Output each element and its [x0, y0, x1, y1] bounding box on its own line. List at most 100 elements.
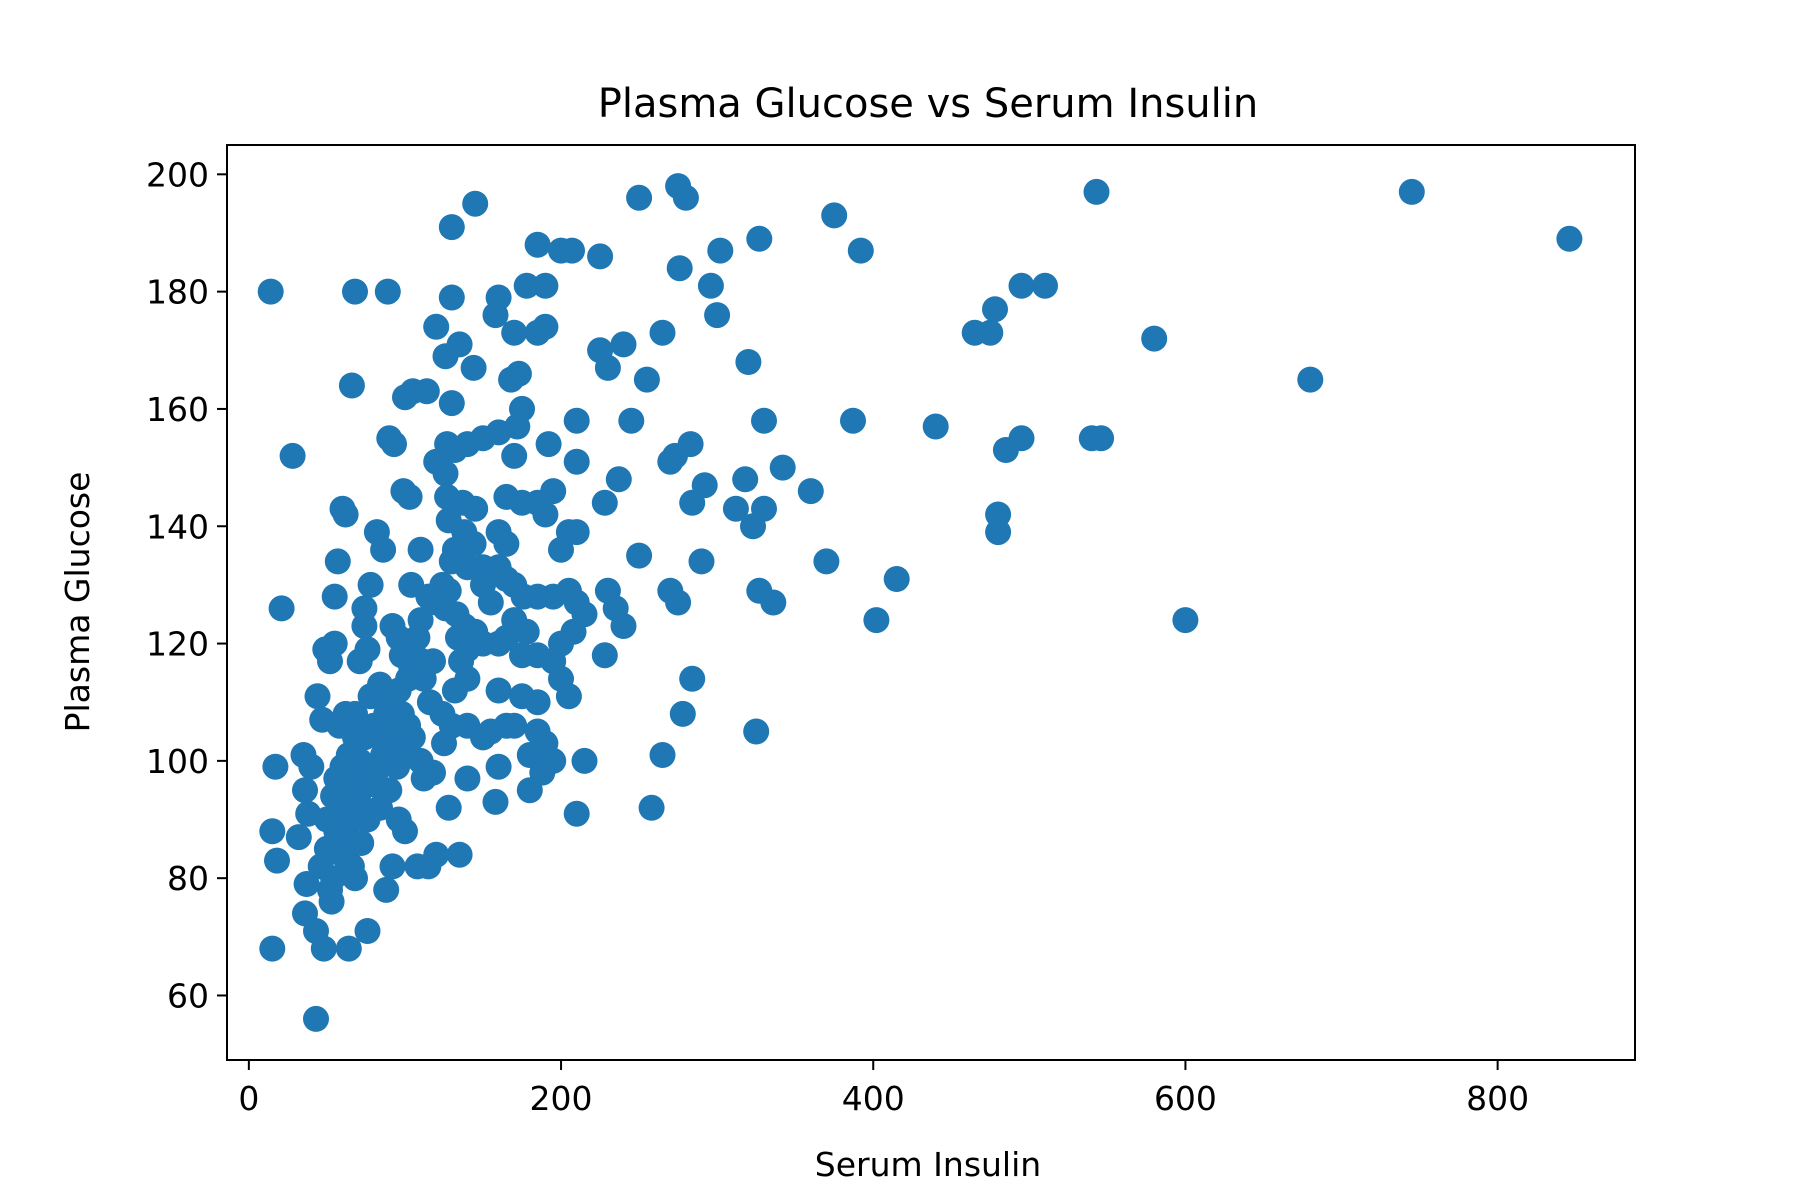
data-point — [977, 319, 1004, 346]
data-point — [462, 618, 489, 645]
data-point — [259, 818, 286, 845]
y-tick-label: 160 — [146, 390, 209, 429]
data-point — [482, 788, 509, 815]
data-point — [470, 571, 496, 598]
data-point — [354, 918, 381, 944]
data-point — [516, 777, 543, 804]
data-point — [847, 237, 874, 264]
data-points — [257, 173, 1583, 1032]
data-point — [513, 272, 540, 299]
data-point — [379, 613, 406, 639]
data-point — [462, 495, 489, 522]
data-point — [591, 489, 618, 516]
data-point — [381, 431, 407, 458]
data-point — [279, 442, 306, 469]
data-point — [357, 571, 384, 598]
x-tick-label: 0 — [238, 1079, 259, 1118]
data-point — [304, 683, 331, 710]
data-point — [354, 636, 381, 663]
data-point — [571, 747, 598, 774]
data-point — [922, 413, 949, 440]
data-point — [769, 454, 796, 481]
data-point — [605, 466, 632, 493]
data-point — [691, 472, 718, 499]
plot-frame — [226, 144, 1636, 1061]
data-point — [1297, 366, 1324, 393]
data-point — [883, 566, 910, 592]
data-point — [493, 530, 520, 557]
x-tick-label: 400 — [842, 1079, 905, 1118]
data-point — [722, 495, 749, 522]
data-point — [1088, 425, 1115, 452]
data-point — [665, 589, 692, 616]
data-point — [332, 501, 359, 528]
data-point — [985, 519, 1012, 546]
data-point — [303, 1005, 329, 1032]
data-point — [1398, 178, 1425, 205]
data-point — [638, 794, 665, 821]
data-point — [317, 648, 343, 675]
data-point — [704, 302, 731, 329]
x-tick-label: 600 — [1154, 1079, 1217, 1118]
data-point — [649, 319, 676, 346]
y-tick-label: 100 — [146, 742, 209, 781]
data-point — [587, 243, 614, 270]
data-point — [460, 354, 487, 381]
data-point — [797, 478, 824, 505]
data-point — [335, 935, 362, 962]
data-point — [268, 595, 295, 622]
data-point — [460, 530, 487, 557]
data-point — [688, 548, 715, 575]
data-point — [535, 431, 562, 458]
data-point — [1172, 607, 1199, 634]
data-point — [501, 442, 528, 469]
data-point — [396, 483, 423, 510]
data-point — [310, 935, 337, 962]
data-point — [707, 237, 734, 264]
y-tick-label: 60 — [167, 976, 209, 1015]
x-axis-ticks: 0 200 400 600 800 — [238, 1060, 1529, 1118]
data-point — [485, 677, 512, 704]
data-point — [501, 712, 528, 739]
data-point — [509, 642, 535, 669]
data-point — [395, 665, 422, 692]
data-point — [821, 202, 848, 229]
data-point — [666, 255, 693, 282]
data-point — [285, 824, 312, 851]
data-point — [732, 466, 759, 493]
data-point — [293, 871, 320, 897]
data-point — [498, 366, 525, 393]
data-point — [382, 712, 409, 739]
data-point — [563, 519, 590, 546]
data-point — [454, 765, 481, 792]
data-point — [432, 460, 459, 487]
data-point — [540, 747, 567, 774]
data-point — [548, 536, 574, 563]
data-point — [313, 806, 340, 833]
data-point — [367, 753, 393, 780]
data-point — [292, 777, 318, 804]
data-point — [626, 184, 653, 211]
data-point — [318, 888, 345, 915]
data-point — [401, 642, 428, 669]
data-point — [338, 372, 365, 399]
y-tick-label: 120 — [146, 625, 209, 664]
data-point — [1141, 325, 1168, 352]
data-point — [1083, 178, 1110, 205]
data-point — [485, 284, 512, 311]
data-point — [524, 231, 551, 258]
data-point — [351, 595, 378, 622]
data-point — [264, 847, 290, 874]
y-axis-ticks: 60 80 100 120 140 160 180 200 — [146, 155, 227, 1015]
data-point — [298, 753, 325, 780]
data-point — [563, 448, 590, 475]
data-point — [672, 184, 699, 211]
data-point — [431, 730, 457, 757]
data-point — [320, 865, 347, 892]
data-point — [257, 278, 284, 305]
data-point — [435, 794, 462, 821]
data-point — [454, 431, 481, 458]
data-point — [626, 542, 653, 569]
data-point — [591, 642, 618, 669]
